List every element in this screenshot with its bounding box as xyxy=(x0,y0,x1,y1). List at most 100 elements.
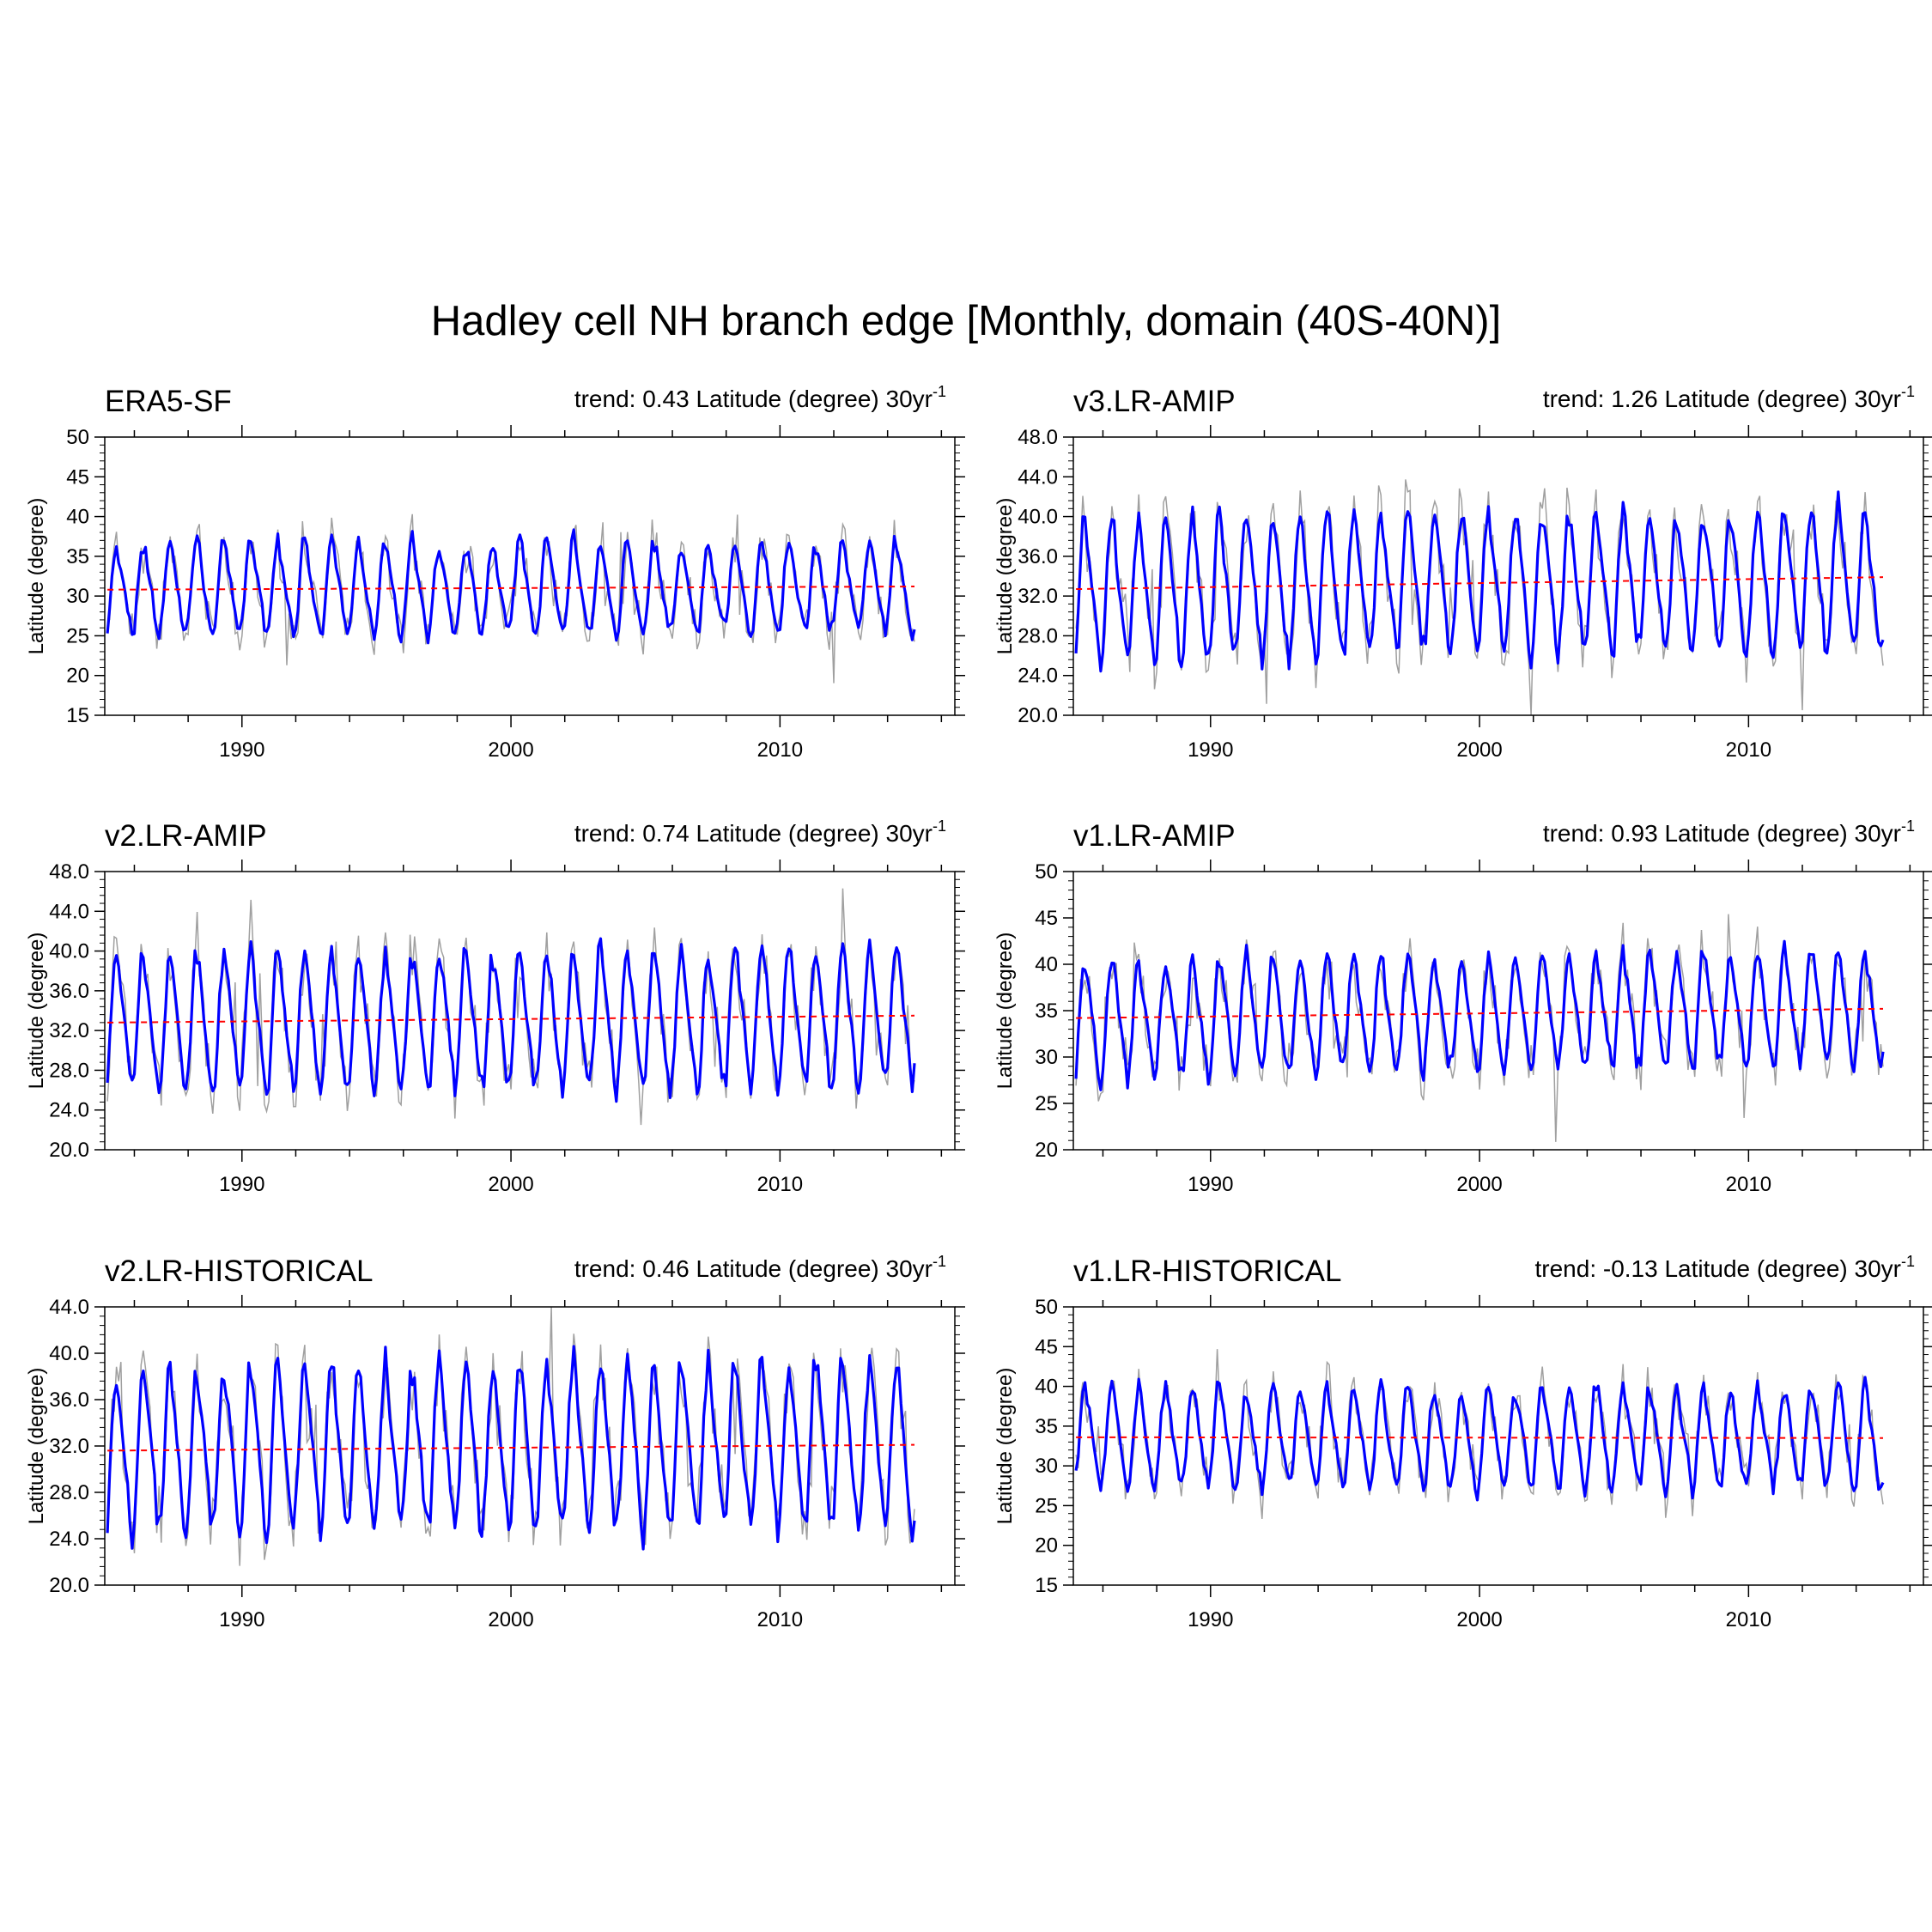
y-tick-label: 28.0 xyxy=(49,1481,89,1504)
y-tick-label: 24.0 xyxy=(1018,665,1058,688)
trend-exponent: -1 xyxy=(933,383,946,400)
y-tick-label: 32.0 xyxy=(49,1435,89,1458)
chart-panel-1: ERA5-SF trend: 0.43 Latitude (degree) 30y… xyxy=(25,383,965,762)
y-tick-label: 28.0 xyxy=(1018,624,1058,647)
y-tick-label: 30 xyxy=(66,585,89,608)
panel-title: v3.LR-AMIP xyxy=(1073,385,1236,418)
y-tick-label: 44.0 xyxy=(49,1296,89,1319)
trend-line xyxy=(1076,1436,1884,1439)
y-tick-label: 20.0 xyxy=(49,1574,89,1597)
y-tick-label: 35 xyxy=(1035,999,1058,1023)
series-raw-line xyxy=(1075,1349,1884,1519)
y-tick-label: 20 xyxy=(66,665,89,688)
y-tick-label: 30 xyxy=(1035,1046,1058,1069)
y-tick-label: 44.0 xyxy=(49,900,89,923)
y-tick-label: 45 xyxy=(66,465,89,489)
y-tick-label: 35 xyxy=(1035,1415,1058,1438)
trend-label: trend: 0.46 Latitude (degree) 30yr-1 xyxy=(574,1253,946,1282)
panel-title: v1.LR-HISTORICAL xyxy=(1073,1255,1342,1288)
y-tick-label: 24.0 xyxy=(49,1099,89,1122)
chart-panel-4: v1.LR-AMIP trend: 0.93 Latitude (degree) … xyxy=(993,817,1932,1196)
chart-panel-2: v3.LR-AMIP trend: 1.26 Latitude (degree) … xyxy=(993,383,1932,762)
series-smoothed-line xyxy=(106,937,916,1103)
y-tick-label: 24.0 xyxy=(49,1528,89,1551)
chart-panel-3: v2.LR-AMIP trend: 0.74 Latitude (degree) … xyxy=(25,817,965,1196)
y-tick-label: 15 xyxy=(1035,1574,1058,1597)
plot-frame xyxy=(104,871,956,1151)
trend-line xyxy=(107,1443,915,1452)
y-axis-label: Latitude (degree) xyxy=(993,498,1017,655)
series-raw-line xyxy=(106,888,915,1126)
trend-exponent: -1 xyxy=(1901,817,1915,835)
trend-exponent: -1 xyxy=(1901,1253,1915,1270)
y-tick-label: 25 xyxy=(1035,1494,1058,1517)
panel-title: v2.LR-AMIP xyxy=(105,819,267,853)
trend-label: trend: 1.26 Latitude (degree) 30yr-1 xyxy=(1543,383,1915,412)
y-axis-label: Latitude (degree) xyxy=(25,933,48,1090)
x-tick-label: 2000 xyxy=(1456,738,1502,762)
trend-line xyxy=(1076,576,1884,591)
y-tick-label: 50 xyxy=(1035,860,1058,884)
y-axis-label: Latitude (degree) xyxy=(25,1368,48,1525)
panel-title: ERA5-SF xyxy=(105,385,232,418)
series-smoothed-line xyxy=(1074,939,1885,1091)
x-tick-label: 2010 xyxy=(757,1173,803,1196)
y-tick-label: 32.0 xyxy=(1018,585,1058,608)
y-tick-label: 36.0 xyxy=(1018,545,1058,568)
y-tick-label: 20.0 xyxy=(49,1139,89,1162)
y-tick-label: 48.0 xyxy=(1018,426,1058,449)
y-tick-label: 20.0 xyxy=(1018,704,1058,727)
chart-panel-5: v2.LR-HISTORICAL trend: 0.46 Latitude (de… xyxy=(25,1253,965,1631)
y-axis-label: Latitude (degree) xyxy=(993,933,1017,1090)
trend-label: trend: 0.93 Latitude (degree) 30yr-1 xyxy=(1543,817,1915,847)
x-tick-label: 1990 xyxy=(1188,738,1233,762)
y-tick-label: 48.0 xyxy=(49,860,89,884)
series-smoothed-line xyxy=(1074,490,1885,673)
y-tick-label: 15 xyxy=(66,704,89,727)
figure-title: Hadley cell NH branch edge [Monthly, dom… xyxy=(431,298,1501,344)
y-tick-label: 50 xyxy=(1035,1296,1058,1319)
trend-label: trend: 0.74 Latitude (degree) 30yr-1 xyxy=(574,817,946,847)
y-tick-label: 40 xyxy=(1035,1376,1058,1399)
x-tick-label: 2010 xyxy=(1726,1608,1771,1631)
y-tick-label: 40 xyxy=(66,506,89,529)
y-tick-label: 30 xyxy=(1035,1455,1058,1478)
trend-value: trend: 0.43 Latitude (degree) 30yr xyxy=(574,386,933,412)
x-tick-label: 2000 xyxy=(1456,1173,1502,1196)
x-tick-label: 1990 xyxy=(219,738,264,762)
x-tick-label: 2000 xyxy=(488,738,533,762)
trend-exponent: -1 xyxy=(933,1253,946,1270)
trend-line xyxy=(107,1014,915,1024)
trend-line xyxy=(1076,1007,1884,1019)
y-axis-label: Latitude (degree) xyxy=(993,1368,1017,1525)
trend-value: trend: 0.46 Latitude (degree) 30yr xyxy=(574,1255,933,1282)
panel-title: v2.LR-HISTORICAL xyxy=(105,1255,374,1288)
y-tick-label: 20 xyxy=(1035,1139,1058,1162)
y-tick-label: 45 xyxy=(1035,907,1058,930)
x-tick-label: 2010 xyxy=(1726,738,1771,762)
x-tick-label: 2010 xyxy=(757,1608,803,1631)
y-tick-label: 44.0 xyxy=(1018,465,1058,489)
y-tick-label: 45 xyxy=(1035,1335,1058,1358)
series-raw-line xyxy=(1075,914,1884,1142)
x-tick-label: 1990 xyxy=(219,1608,264,1631)
y-tick-label: 36.0 xyxy=(49,1388,89,1412)
trend-exponent: -1 xyxy=(933,817,946,835)
x-tick-label: 1990 xyxy=(219,1173,264,1196)
trend-value: trend: -0.13 Latitude (degree) 30yr xyxy=(1535,1255,1901,1282)
x-tick-label: 2000 xyxy=(488,1173,533,1196)
trend-label: trend: 0.43 Latitude (degree) 30yr-1 xyxy=(574,383,946,412)
series-smoothed-line xyxy=(1074,1376,1885,1502)
y-tick-label: 40.0 xyxy=(1018,506,1058,529)
y-axis-label: Latitude (degree) xyxy=(25,498,48,655)
series-smoothed-line xyxy=(106,1345,916,1551)
y-tick-label: 36.0 xyxy=(49,980,89,1003)
y-tick-label: 32.0 xyxy=(49,1019,89,1042)
x-tick-label: 2010 xyxy=(757,738,803,762)
y-tick-label: 40 xyxy=(1035,953,1058,976)
x-tick-label: 2000 xyxy=(488,1608,533,1631)
trend-value: trend: 0.93 Latitude (degree) 30yr xyxy=(1543,820,1901,847)
series-raw-line xyxy=(1075,479,1884,715)
series-smoothed-line xyxy=(106,528,916,645)
